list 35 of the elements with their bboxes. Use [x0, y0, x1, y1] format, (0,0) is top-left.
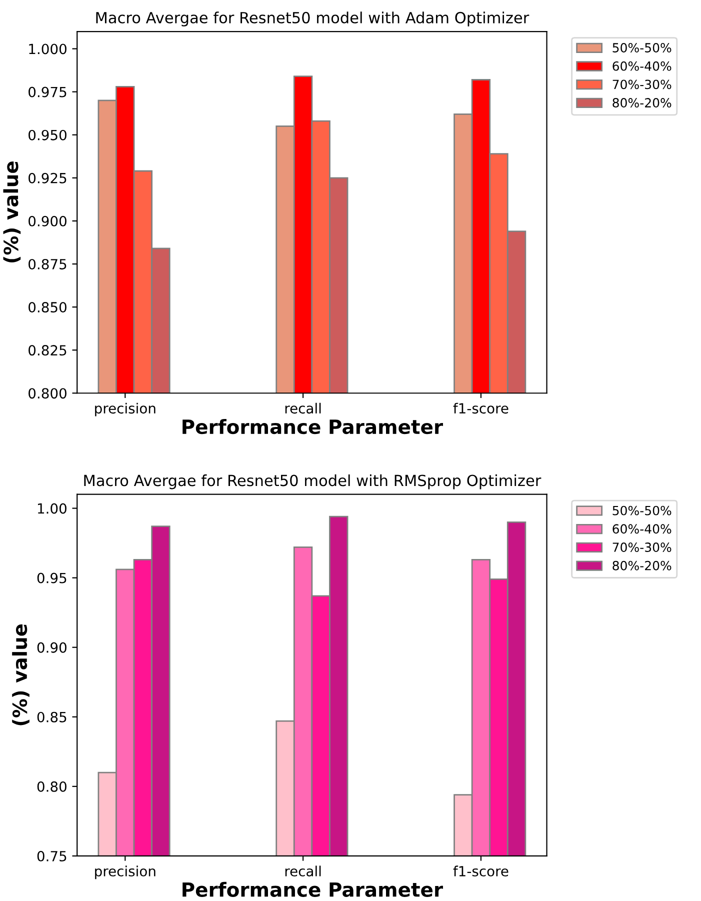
legend-label: 70%-30% — [612, 80, 672, 90]
legend-label: 80%-20% — [612, 98, 672, 108]
x-tick-label: f1-score — [453, 866, 508, 876]
x-axis-title: Performance Parameter — [182, 882, 444, 897]
legend-label: 60%-40% — [612, 524, 672, 534]
legend-label: 80%-20% — [612, 560, 672, 570]
y-tick-label: 1.00 — [38, 503, 66, 514]
legend-label: 60%-40% — [612, 61, 672, 71]
y-tick-label: 0.850 — [28, 302, 66, 313]
y-tick-label: 0.80 — [37, 781, 66, 792]
x-tick-label: f1-score — [453, 402, 508, 414]
x-axis-title: Performance Parameter — [182, 419, 444, 434]
legend-label: 70%-30% — [612, 542, 672, 552]
y-tick-label: 0.85 — [37, 712, 66, 722]
chart-title: Macro Avergae for Resnet50 model with Adam Optimizer — [96, 12, 530, 26]
y-tick-label: 0.95 — [37, 572, 66, 584]
legend-label: 50%-50% — [612, 506, 672, 516]
y-tick-label: 0.975 — [28, 86, 66, 98]
x-tick-label: precision — [95, 402, 156, 416]
x-tick-label: precision — [95, 866, 156, 880]
y-tick-label: 0.75 — [37, 850, 66, 862]
y-tick-label: 0.900 — [28, 216, 66, 226]
y-axis-title: (%) value — [12, 624, 30, 726]
y-axis-title: (%) value — [3, 162, 21, 262]
chart-title: Macro Avergae for Resnet50 model with RMSprop Optimizer — [84, 474, 542, 490]
y-tick-label: 0.800 — [28, 388, 66, 399]
y-tick-label: 0.950 — [28, 130, 66, 140]
y-tick-label: 0.825 — [28, 345, 66, 356]
x-tick-label: recall — [285, 866, 321, 876]
y-tick-label: 1.000 — [29, 44, 66, 54]
legend-label: 50%-50% — [612, 43, 672, 52]
y-tick-label: 0.925 — [28, 172, 66, 184]
y-tick-label: 0.90 — [37, 642, 66, 653]
x-tick-label: recall — [285, 402, 321, 414]
y-tick-label: 0.875 — [28, 258, 66, 270]
